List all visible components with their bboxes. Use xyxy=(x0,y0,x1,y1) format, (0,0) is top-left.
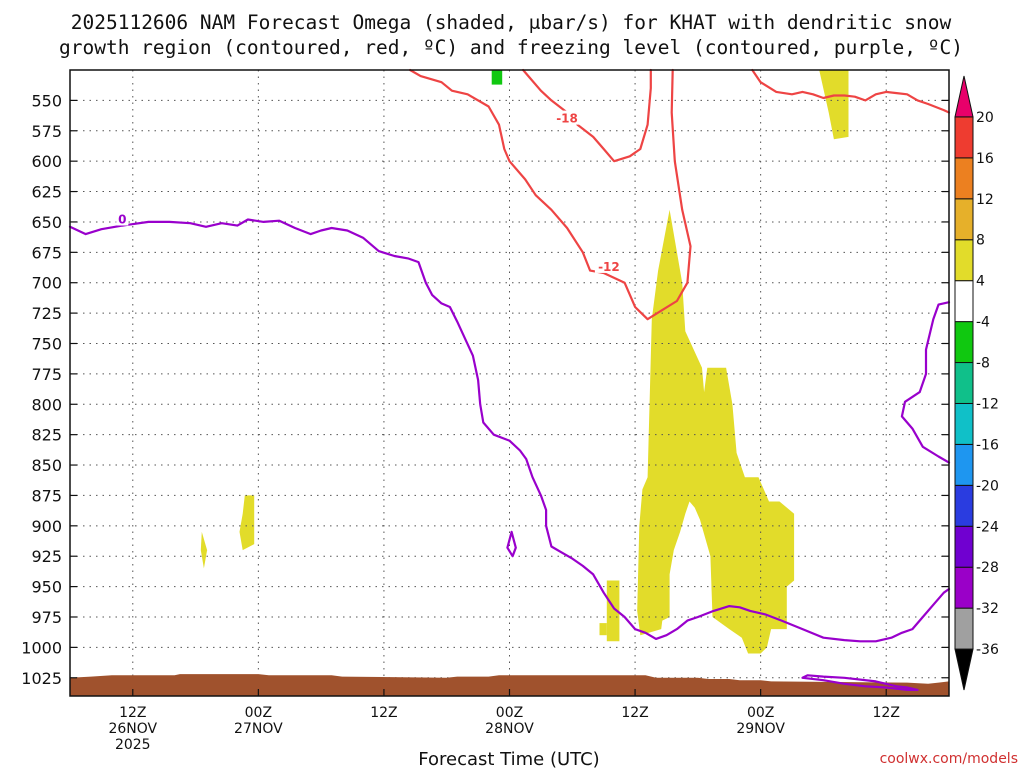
colorbar-segment-0 xyxy=(954,648,974,691)
colorbar-segment-1 xyxy=(954,607,974,650)
dgz-contour-1 xyxy=(521,68,652,163)
y-tick-label-725: 725 xyxy=(31,304,62,323)
y-tick-label-750: 750 xyxy=(31,334,62,353)
colorbar-segment-2 xyxy=(954,566,974,609)
colorbar-label-7: -8 xyxy=(976,356,990,372)
x-tick-label-66-0: 00Z xyxy=(747,705,774,721)
x-tick-label-6-2: 2025 xyxy=(115,737,151,753)
grid xyxy=(70,70,949,696)
x-tick-label-30-0: 12Z xyxy=(370,705,397,721)
ground-fill xyxy=(70,674,949,696)
colorbar-label-9: 4 xyxy=(976,274,985,290)
freezing-contour-2 xyxy=(801,674,919,692)
colorbar-label-5: -16 xyxy=(976,437,999,453)
y-tick-label-675: 675 xyxy=(31,243,62,262)
freezing-contour-3 xyxy=(900,301,951,464)
omega-area-2 xyxy=(599,623,607,636)
dgz-label-bg-0 xyxy=(553,110,582,125)
dgz-contour-label-1: -12 xyxy=(598,260,620,274)
colorbar-label-4: -20 xyxy=(976,478,999,494)
colorbar-segment-13 xyxy=(954,116,974,159)
contour-labels: -18 -12 0 xyxy=(116,110,623,274)
x-tick-label-6-1: 26NOV xyxy=(108,721,157,737)
y-tick-label-900: 900 xyxy=(31,517,62,536)
colorbar-label-0: -36 xyxy=(976,642,999,658)
x-tick-label-42-1: 28NOV xyxy=(485,721,534,737)
y-tick-label-1025: 1025 xyxy=(21,669,62,688)
y-tick-label-650: 650 xyxy=(31,213,62,232)
y-tick-label-575: 575 xyxy=(31,122,62,141)
colorbar-label-6: -12 xyxy=(976,396,999,412)
x-tick-label-18-1: 27NOV xyxy=(234,721,283,737)
omega-area-1 xyxy=(606,580,620,642)
y-tick-label-800: 800 xyxy=(31,395,62,414)
x-tick-label-42-0: 00Z xyxy=(496,705,523,721)
x-tick-label-66-1: 29NOV xyxy=(736,721,785,737)
colorbar-segment-4 xyxy=(954,484,974,527)
freezing-contours xyxy=(68,218,951,692)
credit-text: coolwx.com/models xyxy=(880,751,1018,767)
chart-title-line-2: growth region (contoured, red, ºC) and f… xyxy=(59,36,963,59)
x-tick-label-18-0: 00Z xyxy=(245,705,272,721)
dgz-contour-label-0: -18 xyxy=(556,112,578,126)
y-tick-label-825: 825 xyxy=(31,426,62,445)
colorbar-segment-7 xyxy=(954,362,974,404)
omega-area-6 xyxy=(491,70,503,85)
colorbar-segment-3 xyxy=(954,525,974,568)
freezing-label-bg-0 xyxy=(116,211,129,226)
colorbar-label-8: -4 xyxy=(976,315,990,331)
colorbar-label-13: 20 xyxy=(976,110,994,126)
x-tick-label-78-0: 12Z xyxy=(873,705,900,721)
omega-area-3 xyxy=(819,70,849,140)
x-tick-label-6-0: 12Z xyxy=(119,705,146,721)
colorbar-segment-10 xyxy=(954,239,974,282)
colorbar-segment-14 xyxy=(954,75,974,118)
y-tick-label-600: 600 xyxy=(31,152,62,171)
y-tick-label-850: 850 xyxy=(31,456,62,475)
colorbar-segment-8 xyxy=(954,321,974,364)
y-tick-label-775: 775 xyxy=(31,365,62,384)
colorbar-label-2: -28 xyxy=(976,560,999,576)
y-tick-label-1000: 1000 xyxy=(21,638,62,657)
freezing-contour-1 xyxy=(506,530,517,558)
y-tick-label-625: 625 xyxy=(31,183,62,202)
dgz-contours xyxy=(409,68,951,321)
colorbar-segment-11 xyxy=(954,198,974,241)
y-axis: 550 575 600 625 650 675 700 725 750 775 800 825 850 8… xyxy=(21,91,949,688)
y-tick-label-700: 700 xyxy=(31,274,62,293)
colorbar-label-3: -24 xyxy=(976,519,999,535)
y-tick-label-975: 975 xyxy=(31,608,62,627)
omega-area-4 xyxy=(239,495,255,551)
omega-area-5 xyxy=(200,531,208,569)
y-tick-label-550: 550 xyxy=(31,91,62,110)
y-tick-label-950: 950 xyxy=(31,578,62,597)
colorbar-segment-12 xyxy=(954,157,974,200)
dgz-label-bg-1 xyxy=(594,258,623,273)
x-axis-title: Forecast Time (UTC) xyxy=(418,749,599,768)
y-tick-label-925: 925 xyxy=(31,547,62,566)
colorbar-label-10: 8 xyxy=(976,233,985,249)
dgz-contour-2 xyxy=(751,68,951,114)
freezing-contour-label-0: 0 xyxy=(118,213,126,227)
omega-area-0 xyxy=(637,209,795,654)
colorbar-label-12: 16 xyxy=(976,151,994,167)
dgz-contour-0 xyxy=(409,68,692,321)
chart-title-line-1: 2025112606 NAM Forecast Omega (shaded, μ… xyxy=(71,11,952,34)
colorbar-label-1: -32 xyxy=(976,601,999,617)
colorbar: -36 -32 -28 -24 -20 -16 -12 -8 -4 4 8 12 16 20 xyxy=(954,75,999,691)
x-tick-label-54-0: 12Z xyxy=(621,705,648,721)
ground-terrain xyxy=(70,674,949,696)
colorbar-segment-5 xyxy=(954,443,974,486)
colorbar-label-11: 12 xyxy=(976,192,994,208)
y-tick-label-875: 875 xyxy=(31,486,62,505)
colorbar-segment-6 xyxy=(954,402,974,445)
omega-shading xyxy=(200,70,849,654)
freezing-contour-0 xyxy=(68,218,951,643)
colorbar-segment-9 xyxy=(954,280,974,323)
